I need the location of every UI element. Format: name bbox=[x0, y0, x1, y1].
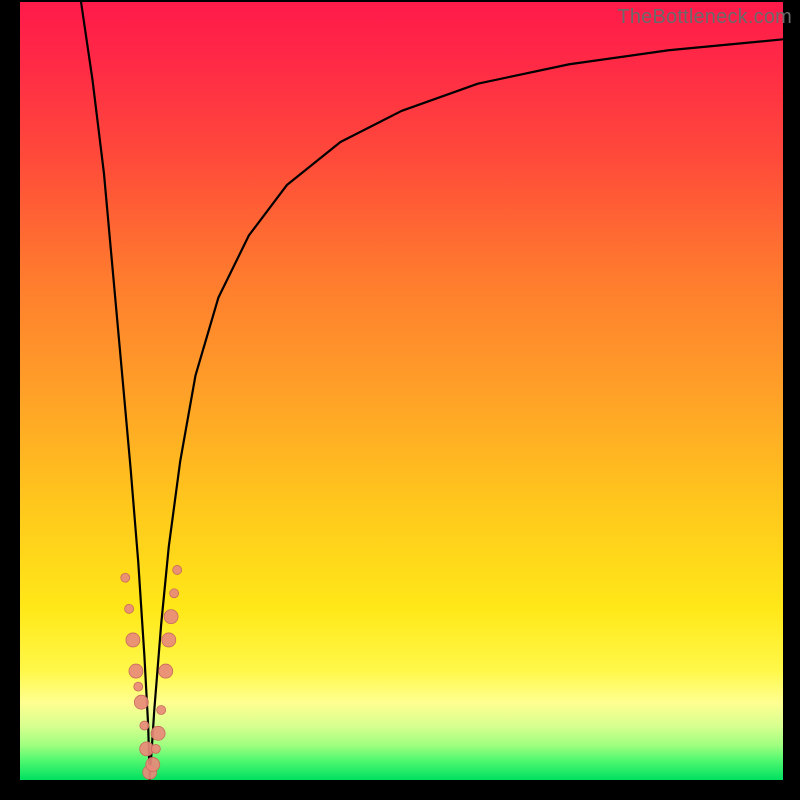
data-marker bbox=[162, 633, 176, 647]
data-marker bbox=[146, 757, 160, 771]
data-marker bbox=[134, 682, 143, 691]
data-marker bbox=[157, 705, 166, 714]
plot-container: TheBottleneck.com bbox=[0, 0, 800, 800]
data-marker bbox=[125, 604, 134, 613]
data-marker bbox=[159, 664, 173, 678]
data-marker bbox=[121, 573, 130, 582]
data-marker bbox=[140, 721, 149, 730]
data-marker bbox=[164, 610, 178, 624]
chart-svg bbox=[0, 0, 800, 800]
curve-right-branch bbox=[150, 39, 783, 780]
watermark-text: TheBottleneck.com bbox=[617, 6, 792, 29]
curve-left-branch bbox=[81, 2, 150, 780]
data-marker bbox=[134, 695, 148, 709]
data-marker bbox=[173, 565, 182, 574]
data-marker bbox=[151, 726, 165, 740]
data-marker bbox=[170, 589, 179, 598]
data-marker bbox=[129, 664, 143, 678]
data-marker bbox=[126, 633, 140, 647]
data-marker bbox=[151, 744, 160, 753]
